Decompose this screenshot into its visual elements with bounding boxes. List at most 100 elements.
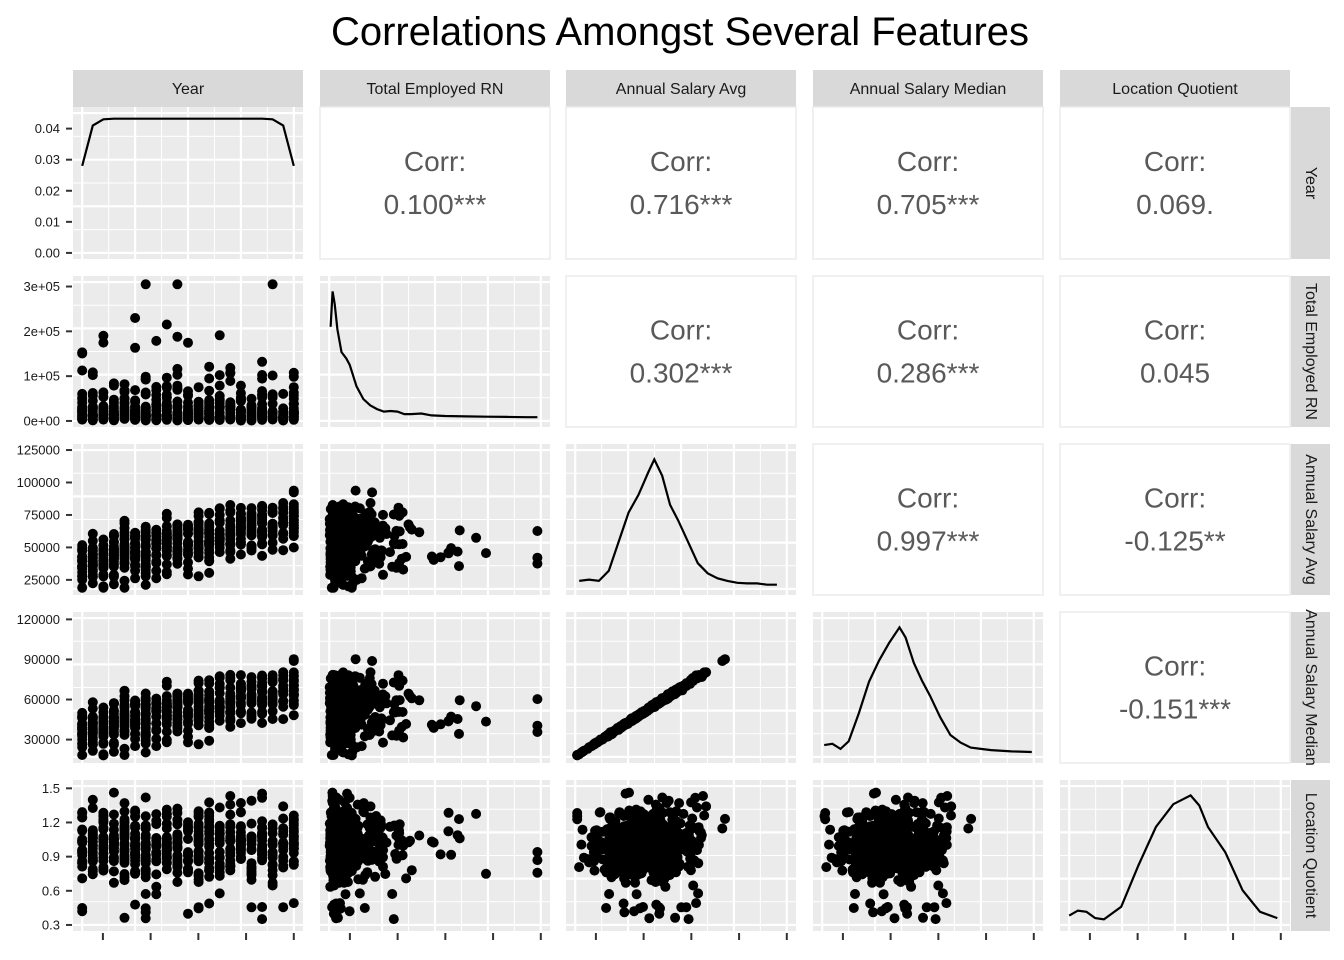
data-point bbox=[108, 531, 119, 542]
strip-right-label-year: Year bbox=[1302, 167, 1319, 200]
data-point bbox=[389, 699, 400, 710]
data-point bbox=[119, 685, 130, 696]
data-point bbox=[378, 678, 388, 689]
data-point bbox=[151, 401, 162, 412]
data-point bbox=[267, 544, 278, 555]
data-point bbox=[288, 654, 299, 665]
data-point bbox=[183, 519, 193, 530]
data-point bbox=[235, 537, 246, 548]
data-point bbox=[574, 862, 585, 873]
data-point bbox=[701, 801, 712, 812]
data-point bbox=[278, 689, 289, 700]
data-point bbox=[691, 898, 702, 909]
corr-panel-bg bbox=[565, 275, 797, 428]
data-point bbox=[151, 556, 162, 567]
corr-panel-bg bbox=[812, 275, 1044, 428]
data-point bbox=[225, 547, 236, 558]
data-point bbox=[225, 414, 236, 425]
strip-right-year bbox=[1291, 107, 1330, 259]
data-point bbox=[288, 382, 299, 393]
data-point bbox=[214, 695, 225, 706]
data-point bbox=[605, 812, 616, 823]
data-point bbox=[130, 342, 141, 353]
data-point bbox=[119, 553, 130, 564]
data-point bbox=[288, 413, 299, 424]
corr-panel-bg bbox=[319, 106, 551, 260]
data-point bbox=[532, 847, 543, 857]
data-point bbox=[151, 881, 162, 892]
data-point bbox=[77, 712, 88, 723]
data-point bbox=[172, 859, 183, 870]
data-point bbox=[288, 859, 299, 870]
data-point bbox=[108, 561, 119, 572]
data-point bbox=[257, 392, 268, 403]
corr-label: Corr: bbox=[1144, 146, 1206, 177]
data-point bbox=[375, 695, 386, 706]
data-point bbox=[288, 815, 299, 826]
data-point bbox=[393, 670, 404, 681]
data-point bbox=[204, 808, 215, 818]
data-point bbox=[130, 899, 141, 910]
strip-top-label-location-quotient: Location Quotient bbox=[1112, 81, 1238, 98]
data-point bbox=[119, 413, 130, 424]
data-point bbox=[267, 412, 278, 423]
data-point bbox=[77, 719, 88, 730]
data-point bbox=[481, 548, 491, 559]
data-point bbox=[349, 847, 360, 858]
data-point bbox=[327, 542, 338, 553]
panel-annual-salary-avg-vs-annual-salary-median: Corr:0.997*** bbox=[812, 443, 1044, 596]
data-point bbox=[443, 807, 454, 818]
data-point bbox=[620, 788, 631, 799]
data-point bbox=[454, 561, 464, 572]
data-point bbox=[344, 906, 355, 917]
data-point bbox=[426, 551, 437, 562]
data-point bbox=[414, 830, 425, 841]
data-point bbox=[454, 833, 465, 844]
panel-year-vs-location-quotient: Corr:0.069. bbox=[1059, 106, 1291, 260]
corr-label: Corr: bbox=[650, 146, 712, 177]
data-point bbox=[225, 809, 236, 820]
data-point bbox=[353, 820, 364, 831]
data-point bbox=[452, 546, 463, 557]
data-point bbox=[612, 836, 623, 847]
data-point bbox=[140, 550, 151, 561]
data-point bbox=[108, 832, 119, 843]
data-point bbox=[108, 824, 119, 835]
data-point bbox=[87, 370, 98, 381]
data-point bbox=[267, 506, 278, 517]
data-point bbox=[367, 656, 378, 666]
data-point bbox=[532, 558, 543, 569]
data-point bbox=[214, 412, 225, 423]
data-point bbox=[532, 855, 543, 866]
data-point bbox=[329, 555, 340, 566]
data-point bbox=[183, 822, 193, 833]
data-point bbox=[108, 380, 119, 391]
data-point bbox=[630, 845, 641, 855]
data-point bbox=[193, 877, 204, 887]
data-point bbox=[343, 581, 354, 592]
data-point bbox=[246, 682, 257, 693]
strip-top-label-annual-salary-median: Annual Salary Median bbox=[850, 81, 1007, 98]
corr-value: 0.100*** bbox=[384, 189, 487, 220]
data-point bbox=[288, 501, 299, 512]
data-point bbox=[343, 722, 354, 733]
data-point bbox=[246, 902, 257, 913]
data-point bbox=[576, 839, 587, 850]
corr-value: 0.705*** bbox=[877, 189, 980, 220]
data-point bbox=[588, 739, 599, 750]
data-point bbox=[225, 362, 236, 373]
data-point bbox=[140, 889, 151, 899]
data-point bbox=[140, 710, 151, 721]
data-point bbox=[87, 869, 98, 880]
data-point bbox=[631, 889, 642, 900]
data-point bbox=[87, 836, 98, 847]
data-point bbox=[394, 833, 405, 844]
data-point bbox=[278, 862, 289, 873]
data-point bbox=[267, 847, 278, 858]
corr-value: 0.286*** bbox=[877, 358, 980, 389]
data-point bbox=[130, 811, 141, 821]
data-point bbox=[151, 724, 162, 735]
data-point bbox=[343, 749, 354, 760]
data-point bbox=[629, 906, 640, 917]
data-point bbox=[140, 747, 151, 758]
